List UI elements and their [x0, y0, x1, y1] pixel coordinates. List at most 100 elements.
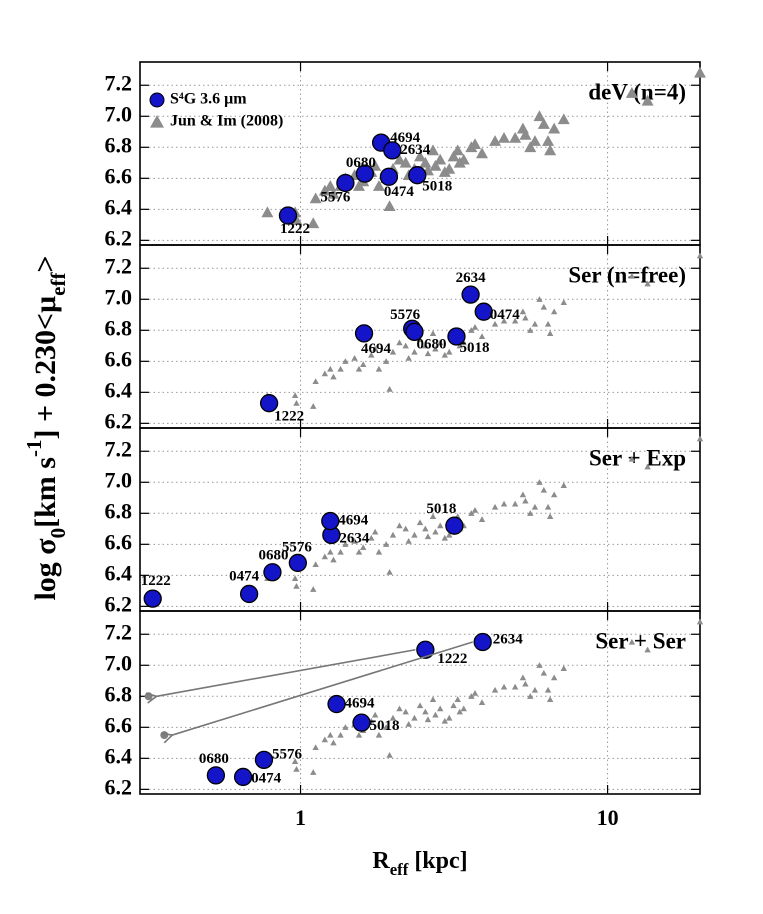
comparison-point [641, 94, 654, 106]
comparison-point [537, 118, 550, 129]
galaxy-point [254, 750, 274, 770]
axis-label-part: eff [390, 860, 409, 879]
comparison-point [386, 752, 393, 758]
point-label: 4694 [361, 341, 392, 357]
comparison-point [402, 525, 409, 532]
y-tick-label: 6.8 [105, 315, 133, 340]
comparison-point [411, 348, 418, 355]
y-tick-label: 6.6 [105, 712, 133, 737]
comparison-point [531, 503, 539, 510]
axis-label-part: > [29, 255, 62, 272]
point-label: 5018 [459, 340, 489, 356]
comparison-point [522, 680, 529, 687]
comparison-point [293, 399, 300, 406]
comparison-point [399, 156, 412, 168]
comparison-point [416, 519, 424, 526]
y-tick-label: 6.2 [105, 774, 133, 799]
comparison-point [550, 491, 558, 498]
comparison-point [312, 378, 319, 385]
comparison-point [527, 327, 534, 333]
comparison-point [405, 538, 412, 544]
comparison-point [528, 135, 541, 146]
comparison-point [429, 159, 442, 171]
comparison-point [312, 561, 319, 568]
comparison-point [372, 180, 385, 191]
panel-title: Ser (n=free) [568, 262, 686, 287]
x-tick-label: 10 [597, 805, 619, 830]
comparison-point [531, 320, 539, 327]
comparison-point [522, 497, 529, 504]
comparison-point [337, 731, 344, 738]
point-label: 0680 [199, 751, 229, 767]
point-label: 1222 [280, 221, 310, 237]
comparison-point [446, 531, 453, 538]
point-label: 2634 [493, 631, 524, 647]
y-tick-label: 6.4 [105, 743, 133, 768]
comparison-point [330, 739, 337, 746]
galaxy-point [383, 141, 402, 160]
comparison-point [355, 365, 363, 372]
comparison-point [293, 765, 300, 772]
y-tick-label: 6.8 [105, 498, 133, 523]
comparison-point [375, 365, 383, 372]
comparison-point [291, 392, 299, 398]
point-label: 0474 [251, 770, 282, 786]
comparison-point [546, 696, 554, 702]
point-label: 2634 [456, 270, 487, 286]
comparison-point [524, 141, 537, 153]
point-label: 4694 [338, 512, 369, 528]
arrow [157, 648, 416, 697]
comparison-point [355, 548, 363, 555]
comparison-point [533, 110, 546, 122]
comparison-point [468, 693, 475, 699]
comparison-point [371, 711, 379, 718]
y-tick-label: 7.2 [105, 436, 133, 461]
comparison-point [527, 510, 534, 516]
comparison-point [434, 153, 447, 165]
comparison-point [405, 355, 412, 361]
galaxy-point [352, 713, 371, 732]
galaxy-point [355, 164, 375, 183]
galaxy-point [206, 766, 226, 785]
comparison-point [447, 150, 460, 162]
comparison-point [509, 131, 522, 143]
comparison-point [327, 365, 334, 372]
y-tick-label: 7.0 [105, 101, 133, 126]
y-tick-label: 6.6 [105, 529, 133, 554]
legend-marker [149, 92, 165, 108]
galaxy-point [405, 322, 424, 341]
comparison-point [360, 544, 367, 550]
galaxy-point [408, 166, 427, 185]
axis-label: Reff [kpc] [372, 848, 467, 880]
point-label: 0680 [346, 155, 376, 171]
legend-label: Jun & Im (2008) [170, 113, 283, 130]
point-label: 5576 [282, 539, 313, 555]
y-tick-label: 7.0 [105, 467, 133, 492]
point-label: 4694 [345, 695, 376, 711]
comparison-point [546, 330, 554, 336]
galaxy-point [143, 589, 162, 608]
point-label: 1222 [274, 409, 304, 425]
comparison-point [540, 669, 548, 676]
comparison-point [310, 586, 317, 592]
comparison-point [424, 350, 432, 357]
galaxy-point [416, 640, 435, 659]
comparison-point [414, 150, 427, 162]
endpoint [160, 731, 169, 740]
point-label: 5576 [390, 307, 421, 323]
axis-label-part: R [372, 848, 390, 874]
comparison-point [468, 510, 475, 516]
point-label: 2634 [339, 530, 370, 546]
point-label: 5018 [370, 718, 400, 734]
panel: 6.2 6.4 6.6 6.8 7.0 7.2 deV (n=4) 1222 5576 0680 4… [105, 61, 706, 250]
comparison-point [443, 163, 456, 174]
comparison-point [498, 131, 511, 143]
comparison-point [330, 373, 337, 380]
comparison-point [471, 689, 479, 696]
galaxy-point [321, 511, 340, 531]
axis-label-part: eff [46, 272, 70, 296]
comparison-point [436, 522, 444, 529]
comparison-point [540, 303, 548, 310]
comparison-point [321, 553, 329, 560]
point-label: 0680 [258, 548, 288, 564]
